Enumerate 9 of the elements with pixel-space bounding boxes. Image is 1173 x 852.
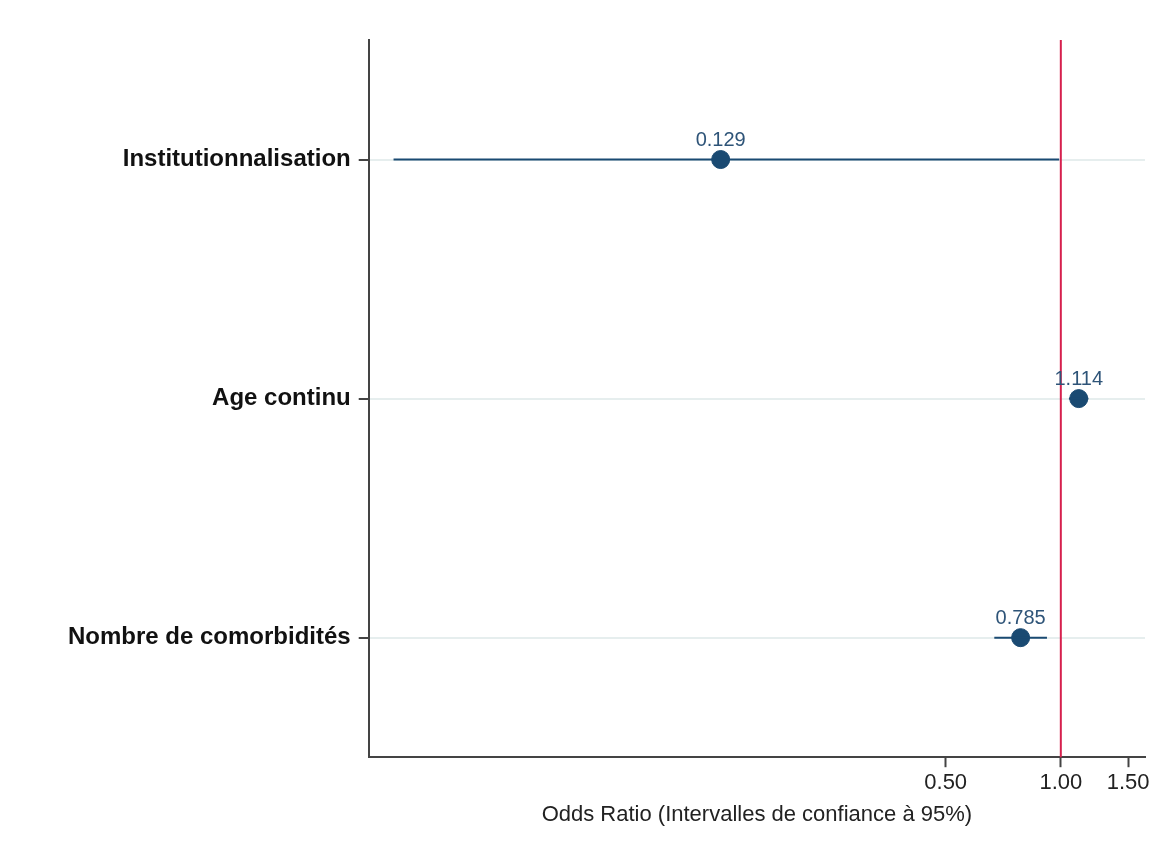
x-tick-label: 1.00 (1039, 769, 1083, 795)
x-axis-title: Odds Ratio (Intervalles de confiance à 95%) (541, 800, 973, 826)
data-label: 0.785 (995, 606, 1046, 629)
x-tick-label: 1.50 (1106, 769, 1150, 795)
y-tick-label: Age continu (212, 383, 351, 411)
y-tick-label: Institutionnalisation (122, 144, 351, 172)
y-tick-label: Nombre de comorbidités (68, 622, 351, 650)
data-label: 0.129 (695, 128, 746, 151)
x-tick-label: 0.50 (924, 769, 968, 795)
